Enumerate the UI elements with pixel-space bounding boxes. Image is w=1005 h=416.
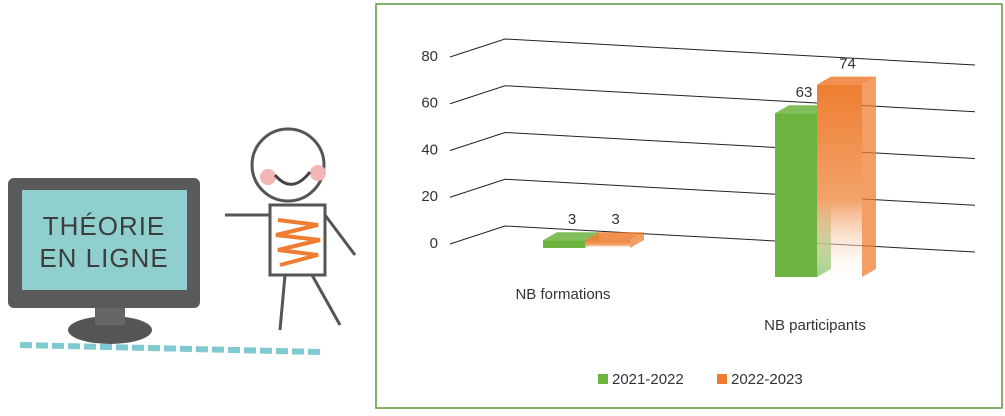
bar <box>585 240 630 248</box>
limbs <box>225 213 357 331</box>
y-tick-label: 0 <box>430 235 438 252</box>
bar-top <box>585 232 644 241</box>
monitor-screen <box>22 190 187 290</box>
bar <box>543 240 585 248</box>
legend-label: 2022-2023 <box>731 371 803 388</box>
x-tick-label: NB formations <box>515 286 610 303</box>
legend-swatch <box>598 374 608 384</box>
head <box>250 127 326 203</box>
bar-side <box>862 76 876 277</box>
value-label: 74 <box>839 56 856 73</box>
chart: 0 20 40 60 80 NB formations 3 3 NB participants 6… <box>421 38 976 388</box>
y-tick-label: 60 <box>421 95 438 112</box>
screen-text: EN LIGNE <box>39 243 168 273</box>
value-label: 63 <box>796 84 813 101</box>
x-tick-label: NB participants <box>764 317 866 334</box>
value-label: 3 <box>611 211 619 228</box>
value-label: 3 <box>568 211 576 228</box>
bar-top <box>543 232 599 241</box>
grid-line <box>449 38 976 66</box>
y-tick-label: 40 <box>421 141 438 158</box>
legend-label: 2021-2022 <box>612 371 684 388</box>
smile <box>273 171 312 186</box>
y-tick-label: 80 <box>421 48 438 65</box>
chart-frame <box>375 3 1003 409</box>
bar <box>775 113 817 277</box>
bar-top <box>817 76 876 85</box>
cheek <box>310 165 326 181</box>
bar <box>817 84 862 277</box>
y-tick-label: 20 <box>421 188 438 205</box>
bar-side <box>630 232 644 248</box>
legend-swatch <box>717 374 727 384</box>
cheek <box>260 169 276 185</box>
shirt-scribble <box>275 218 321 267</box>
monitor-base <box>68 316 152 344</box>
illustration: THÉORIE EN LIGNE <box>8 127 357 355</box>
screen-text: THÉORIE <box>43 211 166 241</box>
ground-scribble <box>19 342 321 355</box>
